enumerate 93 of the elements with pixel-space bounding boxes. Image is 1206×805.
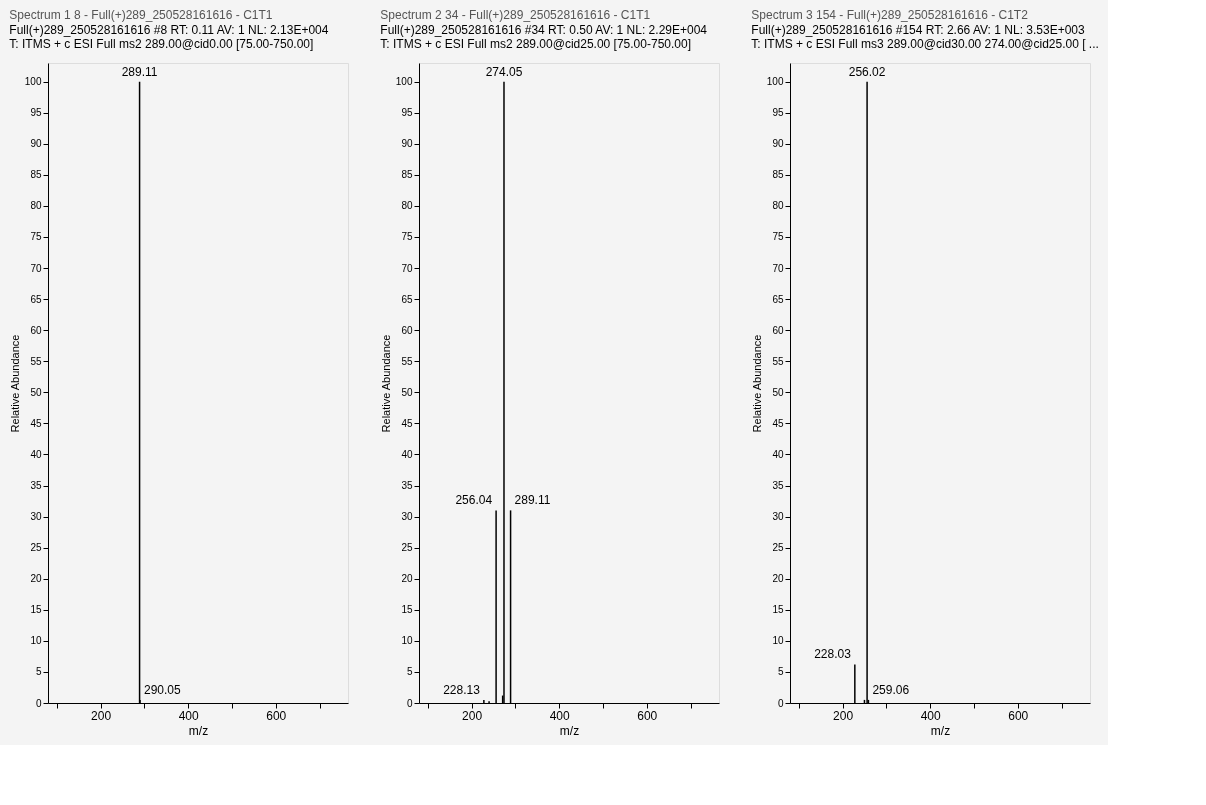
y-tick-label: 95	[772, 107, 784, 119]
y-tick-label: 25	[772, 542, 784, 554]
y-tick-label: 25	[30, 542, 42, 554]
x-tick-label: 400	[920, 708, 941, 723]
y-tick-label: 90	[401, 138, 413, 150]
y-tick-label: 5	[35, 666, 42, 678]
y-tick-label: 100	[24, 76, 42, 88]
y-tick-label: 75	[401, 231, 413, 243]
chart-title: Spectrum 2 34 - Full(+)289_250528161616 - C1T1	[380, 8, 651, 22]
y-tick-label: 50	[30, 386, 42, 398]
y-axis-title: Relative Abundance	[379, 334, 392, 433]
annotation: 228.13	[443, 682, 481, 697]
y-tick-label: 70	[772, 262, 784, 274]
y-tick-label: 95	[30, 107, 42, 119]
x-tick-label: 200	[462, 708, 483, 723]
y-tick-label: 45	[401, 417, 413, 429]
x-axis-title: m/z	[930, 723, 951, 738]
y-tick-label: 0	[35, 697, 42, 709]
y-tick-label: 85	[772, 169, 784, 181]
y-tick-label: 30	[401, 511, 413, 523]
chart-title: Spectrum 1 8 - Full(+)289_250528161616 - C1T1	[9, 8, 273, 22]
y-tick-label: 70	[30, 262, 42, 274]
chart-subtitle: Full(+)289_250528161616 #34 RT: 0.50 AV: 1 NL: 2.29E+004 T: ITMS + c ESI Full ms2 289.00@cid25.00 [75.00-750.00]	[380, 23, 708, 51]
x-tick-label: 200	[833, 708, 854, 723]
y-tick-label: 50	[401, 386, 413, 398]
y-tick-label: 95	[401, 107, 413, 119]
y-tick-label: 40	[772, 448, 784, 460]
y-tick-label: 90	[772, 138, 784, 150]
y-tick-label: 100	[395, 76, 413, 88]
y-tick-label: 70	[401, 262, 413, 274]
y-tick-label: 20	[772, 573, 784, 585]
y-tick-label: 35	[30, 480, 42, 492]
chart-subtitle: Full(+)289_250528161616 #154 RT: 2.66 AV: 1 NL: 3.53E+003 T: ITMS + c ESI Full ms3 289.00@cid30.00 274.00@cid25.00 [ ...	[751, 23, 1099, 51]
x-tick-label: 200	[91, 708, 112, 723]
y-tick-label: 10	[772, 635, 784, 647]
y-tick-label: 65	[401, 293, 413, 305]
y-tick-label: 35	[772, 480, 784, 492]
y-tick-label: 40	[401, 448, 413, 460]
annotation: 289.11	[121, 64, 158, 79]
x-tick-label: 600	[266, 708, 287, 723]
y-tick-label: 30	[772, 511, 784, 523]
y-tick-label: 30	[30, 511, 42, 523]
y-tick-label: 60	[401, 324, 413, 336]
x-tick-label: 600	[637, 708, 658, 723]
y-axis-title: Relative Abundance	[8, 334, 21, 433]
x-tick-label: 400	[178, 708, 199, 723]
y-tick-label: 5	[777, 666, 784, 678]
y-tick-label: 5	[406, 666, 413, 678]
y-tick-label: 10	[401, 635, 413, 647]
y-tick-label: 65	[772, 293, 784, 305]
y-tick-label: 60	[30, 324, 42, 336]
y-tick-label: 75	[772, 231, 784, 243]
y-tick-label: 80	[772, 200, 784, 212]
chart-title: Spectrum 3 154 - Full(+)289_250528161616 - C1T2	[751, 8, 1029, 22]
y-tick-label: 20	[401, 573, 413, 585]
y-tick-label: 15	[30, 604, 42, 616]
y-tick-label: 50	[772, 386, 784, 398]
y-tick-label: 35	[401, 480, 413, 492]
y-tick-label: 80	[401, 200, 413, 212]
y-tick-label: 85	[30, 169, 42, 181]
chart-subtitle: Full(+)289_250528161616 #8 RT: 0.11 AV: 1 NL: 2.13E+004 T: ITMS + c ESI Full ms2 289.00@cid0.00 [75.00-750.00]	[9, 23, 329, 51]
y-tick-label: 55	[401, 355, 413, 367]
y-tick-label: 55	[30, 355, 42, 367]
y-axis-title: Relative Abundance	[750, 334, 763, 433]
y-tick-label: 25	[401, 542, 413, 554]
annotation: 228.03	[814, 647, 852, 662]
annotation: 274.05	[485, 64, 523, 79]
y-tick-label: 90	[30, 138, 42, 150]
y-tick-label: 15	[772, 604, 784, 616]
x-axis-title: m/z	[559, 723, 580, 738]
y-tick-label: 20	[30, 573, 42, 585]
x-tick-label: 600	[1008, 708, 1029, 723]
x-axis-title: m/z	[188, 723, 209, 738]
y-tick-label: 80	[30, 200, 42, 212]
annotation: 259.06	[872, 682, 910, 697]
annotation: 256.04	[455, 493, 493, 508]
y-tick-label: 45	[772, 417, 784, 429]
y-tick-label: 65	[30, 293, 42, 305]
y-tick-label: 100	[766, 76, 784, 88]
annotation: 289.11	[514, 493, 551, 508]
y-tick-label: 0	[406, 697, 413, 709]
y-tick-label: 75	[30, 231, 42, 243]
y-tick-label: 0	[777, 697, 784, 709]
annotation: 290.05	[143, 682, 182, 697]
y-tick-label: 15	[401, 604, 413, 616]
y-tick-label: 55	[772, 355, 784, 367]
y-tick-label: 85	[401, 169, 413, 181]
x-tick-label: 400	[549, 708, 570, 723]
annotation: 256.02	[848, 64, 886, 79]
y-tick-label: 45	[30, 417, 42, 429]
y-tick-label: 10	[30, 635, 42, 647]
y-tick-label: 60	[772, 324, 784, 336]
y-tick-label: 40	[30, 448, 42, 460]
